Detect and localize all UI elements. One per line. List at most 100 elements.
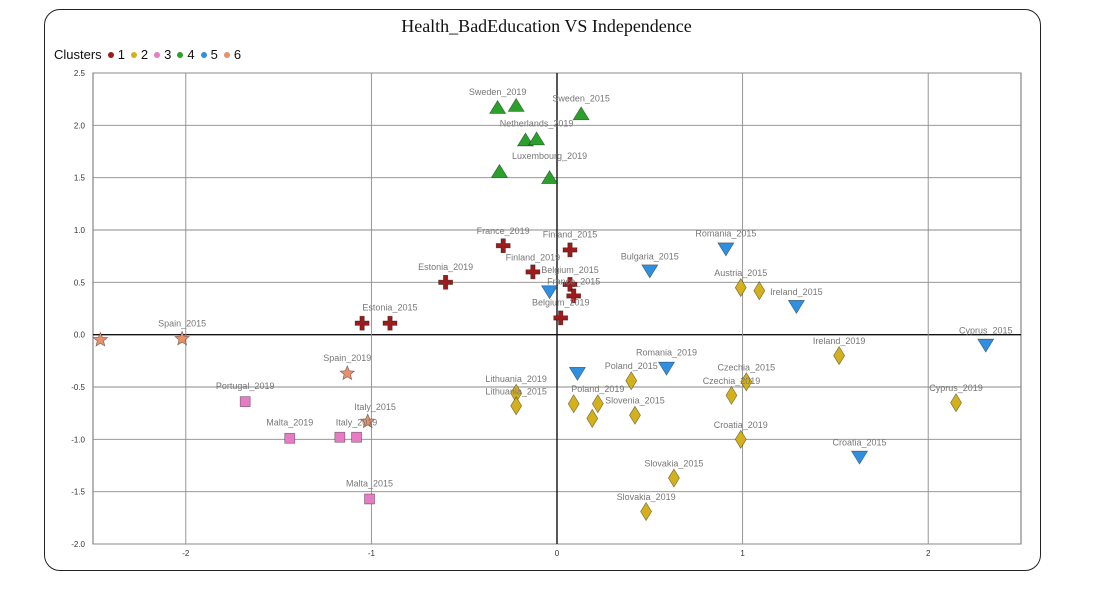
legend-item: 2 [130, 47, 149, 62]
legend-label: 2 [140, 47, 149, 62]
point-label: Spain_2015 [158, 318, 206, 328]
point-label: Croatia_2015 [833, 438, 887, 448]
point-label: Cyprus_2019 [929, 383, 983, 393]
x-tick-label: -1 [368, 549, 376, 558]
legend-item: 4 [177, 47, 195, 62]
legend-dot [177, 51, 184, 58]
point-label: Romania_2019 [636, 348, 697, 358]
data-point [382, 315, 398, 331]
data-point [284, 432, 296, 444]
data-point [354, 315, 370, 331]
data-point [668, 468, 680, 488]
x-tick-label: 0 [555, 549, 560, 558]
point-label: Belgium_2015 [541, 265, 599, 275]
data-point [850, 450, 869, 465]
data-point [562, 242, 578, 258]
point-label: Luxembourg_2019 [512, 151, 587, 161]
data-point [950, 393, 962, 413]
point-label: Malta_2019 [266, 418, 313, 428]
legend-label: 6 [233, 47, 242, 62]
legend-item: 3 [154, 47, 171, 62]
data-point [510, 396, 523, 416]
legend-item: 6 [223, 47, 242, 62]
data-point [753, 281, 766, 301]
point-label: Italy_2015 [354, 402, 396, 412]
point-label: Finland_2019 [506, 252, 561, 262]
legend-dot [154, 51, 161, 58]
legend-label: 4 [187, 47, 195, 62]
point-label: Italy_2019 [336, 418, 378, 428]
data-point [488, 99, 507, 114]
data-point [833, 345, 846, 366]
y-tick-label: 1.0 [74, 226, 86, 235]
data-point [787, 300, 806, 315]
point-label: Bulgaria_2015 [621, 251, 679, 261]
data-point [734, 277, 747, 298]
data-point [364, 493, 375, 505]
point-label: Romania_2015 [695, 228, 756, 238]
data-point [641, 264, 659, 279]
data-point [586, 408, 599, 429]
y-tick-label: -0.5 [71, 383, 85, 392]
data-point [351, 431, 362, 443]
data-point [495, 238, 511, 254]
data-point [553, 310, 569, 326]
point-label: France_2015 [547, 276, 600, 286]
point-label: Czechia_2015 [718, 362, 776, 372]
x-tick-label: -2 [182, 549, 190, 558]
y-tick-label: -1.0 [71, 435, 85, 444]
point-label: Ireland_2019 [813, 336, 866, 346]
y-tick-label: 2.0 [74, 121, 86, 130]
point-label: Lithuania_2019 [485, 374, 547, 384]
point-label: Estonia_2015 [362, 303, 417, 313]
legend-item: 1 [107, 47, 125, 62]
legend-label: 3 [164, 47, 172, 62]
data-point [334, 431, 346, 443]
point-label: Malta_2015 [346, 478, 393, 488]
point-label: Sweden_2015 [552, 93, 610, 103]
data-point [540, 169, 559, 185]
point-label: Slovakia_2015 [644, 459, 703, 469]
legend-dot [223, 51, 230, 58]
point-label: Estonia_2019 [418, 262, 473, 272]
data-point [92, 331, 109, 347]
data-point [572, 106, 590, 121]
point-label: Portugal_2019 [216, 381, 275, 391]
data-point [339, 364, 356, 381]
data-point [568, 367, 587, 382]
data-point [657, 361, 676, 376]
data-point [977, 338, 995, 353]
legend-dot [130, 51, 137, 58]
data-point [591, 394, 604, 414]
data-point [625, 371, 638, 391]
point-label: Slovenia_2015 [605, 396, 665, 406]
data-point [717, 242, 735, 257]
legend-label: 1 [117, 47, 125, 62]
chart-title: Health_BadEducation VS Independence [401, 16, 692, 36]
data-point [516, 132, 535, 147]
point-label: France_2019 [477, 226, 530, 236]
point-label: Austria_2015 [714, 268, 767, 278]
data-point [527, 131, 546, 146]
data-point [525, 264, 541, 280]
data-point [438, 274, 453, 290]
data-point [740, 372, 753, 392]
legend-item: 5 [200, 47, 218, 62]
point-label: Poland_2019 [571, 384, 624, 394]
y-tick-label: 0.0 [74, 331, 86, 340]
data-point [490, 163, 509, 178]
point-label: Ireland_2015 [770, 287, 823, 297]
point-label: Lithuania_2015 [485, 386, 547, 396]
data-point [566, 288, 582, 304]
point-label: Netherlands_2019 [500, 118, 574, 128]
data-point [734, 429, 747, 450]
y-tick-label: -2.0 [71, 540, 85, 549]
x-tick-label: 2 [926, 549, 931, 558]
point-label: Spain_2019 [323, 353, 371, 363]
data-point [359, 413, 376, 429]
legend-dot [107, 51, 114, 58]
y-tick-label: 2.5 [74, 69, 86, 78]
data-point [540, 285, 559, 300]
